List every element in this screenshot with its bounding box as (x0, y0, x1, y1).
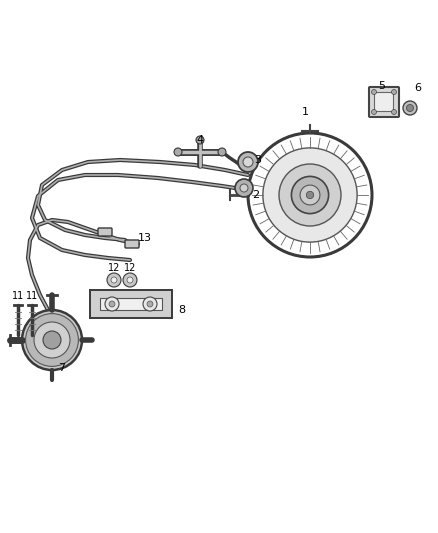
Text: 12: 12 (124, 263, 136, 273)
FancyBboxPatch shape (369, 87, 399, 117)
Text: 8: 8 (178, 305, 186, 315)
FancyBboxPatch shape (98, 228, 112, 236)
Circle shape (123, 273, 137, 287)
Circle shape (238, 152, 258, 172)
Circle shape (218, 148, 226, 156)
Circle shape (34, 322, 70, 358)
Circle shape (403, 101, 417, 115)
Circle shape (109, 301, 115, 307)
Circle shape (243, 157, 253, 167)
Text: 2: 2 (252, 190, 260, 200)
Circle shape (306, 191, 314, 199)
Text: 3: 3 (254, 155, 261, 165)
Text: 5: 5 (378, 81, 385, 91)
Circle shape (143, 297, 157, 311)
Circle shape (392, 109, 396, 115)
Text: 12: 12 (108, 263, 120, 273)
Circle shape (235, 179, 253, 197)
Circle shape (174, 148, 182, 156)
Circle shape (111, 277, 117, 283)
Circle shape (371, 90, 377, 94)
Circle shape (107, 273, 121, 287)
Text: 4: 4 (196, 135, 204, 145)
Circle shape (392, 90, 396, 94)
Circle shape (240, 184, 248, 192)
Circle shape (406, 104, 413, 111)
Text: 11: 11 (26, 291, 38, 301)
Text: 13: 13 (138, 233, 152, 243)
Circle shape (279, 164, 341, 226)
Circle shape (371, 109, 377, 115)
Circle shape (196, 136, 204, 144)
Polygon shape (100, 298, 162, 310)
Text: 6: 6 (414, 83, 421, 93)
Circle shape (263, 148, 357, 242)
Circle shape (105, 297, 119, 311)
Text: 1: 1 (301, 107, 308, 117)
Circle shape (291, 176, 328, 214)
Circle shape (25, 313, 78, 366)
Circle shape (127, 277, 133, 283)
FancyBboxPatch shape (374, 93, 393, 111)
FancyBboxPatch shape (125, 240, 139, 248)
Circle shape (300, 185, 320, 205)
Circle shape (147, 301, 153, 307)
Circle shape (43, 331, 61, 349)
Text: 11: 11 (12, 291, 24, 301)
Circle shape (22, 310, 82, 370)
Polygon shape (90, 290, 172, 318)
Text: 7: 7 (58, 363, 66, 373)
